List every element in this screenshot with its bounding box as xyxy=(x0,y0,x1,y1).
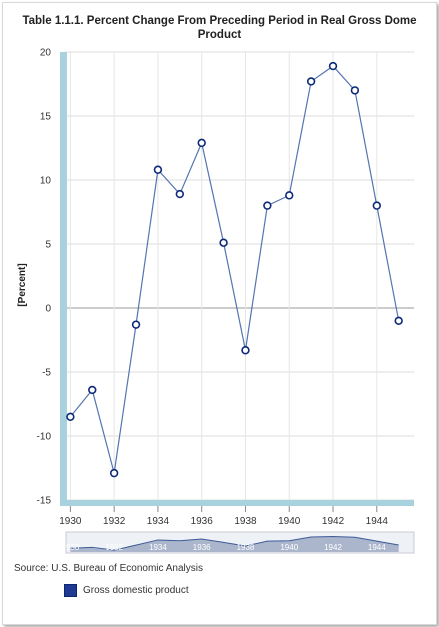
x-tick-label: 1936 xyxy=(191,516,214,527)
y-tick-label: -10 xyxy=(37,432,52,443)
data-point xyxy=(131,320,141,329)
navigator-line xyxy=(70,535,399,551)
grid-lines xyxy=(66,51,414,501)
data-point xyxy=(328,61,338,71)
navigator-label: 1942 xyxy=(324,543,342,552)
legend[interactable]: Gross domestic product xyxy=(64,584,189,597)
x-tick-label: 1934 xyxy=(147,516,170,527)
data-point xyxy=(241,346,250,355)
data-point xyxy=(66,412,75,421)
navigator-label: 1932 xyxy=(105,543,123,552)
data-point xyxy=(285,191,294,200)
data-point xyxy=(350,86,360,95)
data-point xyxy=(88,385,97,395)
navigator-label: 1930 xyxy=(61,543,79,552)
data-point xyxy=(109,468,119,478)
x-tick-label: 1938 xyxy=(234,516,257,527)
range-navigator[interactable]: 1930 1932 1934 1936 1938 1940 1942 1944 xyxy=(61,531,415,554)
data-point xyxy=(394,316,403,325)
y-tick-label: 10 xyxy=(40,176,52,187)
y-tick-label: 20 xyxy=(40,48,52,59)
x-tick-label: 1930 xyxy=(59,516,82,527)
navigator-label: 1934 xyxy=(149,543,167,552)
navigator-label: 1938 xyxy=(237,543,255,552)
x-tick-label: 1942 xyxy=(322,516,345,527)
y-axis-label: [Percent] xyxy=(17,263,28,306)
source-note: Source: U.S. Bureau of Economic Analysis xyxy=(14,563,203,574)
series-line xyxy=(69,65,400,474)
data-point xyxy=(197,138,206,148)
legend-label: Gross domestic product xyxy=(83,585,189,596)
navigator-label: 1940 xyxy=(280,543,298,552)
data-point xyxy=(306,77,316,86)
data-point xyxy=(263,201,272,210)
data-point xyxy=(372,201,381,210)
legend-swatch xyxy=(64,584,77,597)
data-point xyxy=(153,165,163,174)
y-tick-label: -5 xyxy=(42,368,51,379)
y-axis-bar xyxy=(60,52,67,506)
x-tick-label: 1944 xyxy=(366,516,389,527)
chart-axes xyxy=(60,52,414,512)
x-tick-label: 1932 xyxy=(103,516,126,527)
tick-labels: -15 -10 -5 0 5 10 15 20 1930 1932 1934 1936 1938 1940… xyxy=(37,48,389,528)
chart-title: Table 1.1.1. Percent Change From Precedi… xyxy=(0,14,439,42)
y-tick-label: 15 xyxy=(40,112,52,123)
navigator-label: 1936 xyxy=(193,543,211,552)
y-tick-label: 0 xyxy=(45,304,51,315)
navigator-label: 1944 xyxy=(368,543,386,552)
x-axis-bar xyxy=(60,500,414,506)
data-point xyxy=(219,238,228,247)
y-tick-label: -15 xyxy=(37,496,52,507)
chart-title-line2: Product xyxy=(197,29,242,41)
series-gdp[interactable] xyxy=(66,61,403,478)
x-tick-label: 1940 xyxy=(278,516,301,527)
data-point xyxy=(175,189,185,199)
chart-title-line1: Table 1.1.1. Percent Change From Precedi… xyxy=(22,15,417,27)
y-tick-label: 5 xyxy=(45,240,51,251)
